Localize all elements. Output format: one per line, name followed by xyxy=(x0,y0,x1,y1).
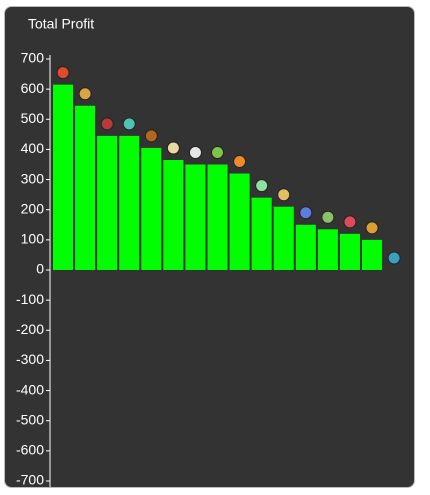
crop-icon xyxy=(277,188,291,202)
crop-icon xyxy=(299,206,313,220)
bar xyxy=(295,224,316,270)
crop-icon xyxy=(100,117,114,131)
y-tick-label: -100 xyxy=(16,291,44,307)
y-tick-label: -500 xyxy=(16,411,44,427)
bar xyxy=(207,164,228,270)
y-tick-label: -600 xyxy=(16,442,44,458)
crop-icon xyxy=(188,146,202,159)
bar xyxy=(273,206,294,270)
crop-icon xyxy=(255,179,269,193)
crop-icon xyxy=(321,210,335,224)
bar xyxy=(251,197,272,270)
y-tick-label: -700 xyxy=(16,472,44,488)
crop-icon xyxy=(343,215,357,229)
bar xyxy=(185,164,206,270)
y-tick-label: 300 xyxy=(21,170,45,186)
chart-title: Total Profit xyxy=(28,16,94,32)
bar xyxy=(75,105,96,270)
y-tick-label: 500 xyxy=(21,110,45,126)
crop-icon xyxy=(387,251,401,265)
y-tick-label: -300 xyxy=(16,351,44,367)
bar xyxy=(141,147,162,270)
y-tick-label: -200 xyxy=(16,321,44,337)
crop-icon xyxy=(56,66,70,80)
y-tick-label: 400 xyxy=(21,140,45,156)
crop-icon xyxy=(122,117,136,131)
bar xyxy=(317,229,338,270)
crop-icon xyxy=(78,87,92,101)
y-tick-label: 600 xyxy=(21,80,45,96)
crop-icon xyxy=(166,141,180,155)
crop-icon xyxy=(365,221,379,235)
crop-icon xyxy=(144,129,158,143)
y-tick-label: 100 xyxy=(21,231,45,247)
bar xyxy=(53,84,74,270)
bar xyxy=(229,173,250,270)
crop-icon xyxy=(233,155,247,169)
y-tick-label: 200 xyxy=(21,200,45,216)
crop-icon xyxy=(211,146,225,159)
y-tick-label: 0 xyxy=(36,261,44,277)
bar xyxy=(97,135,118,270)
bar xyxy=(339,233,360,270)
bar xyxy=(361,239,383,270)
bar xyxy=(119,135,140,270)
y-tick-label: 700 xyxy=(21,50,45,66)
y-tick-label: -400 xyxy=(16,381,44,397)
bar xyxy=(163,159,184,270)
